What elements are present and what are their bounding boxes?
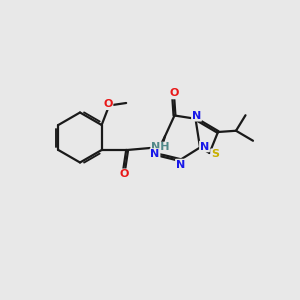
Text: S: S: [211, 149, 219, 159]
Text: O: O: [169, 88, 178, 98]
Text: N: N: [200, 142, 209, 152]
Text: N: N: [192, 111, 201, 121]
Text: NH: NH: [151, 142, 170, 152]
Text: O: O: [103, 99, 112, 109]
Text: N: N: [176, 160, 185, 170]
Text: O: O: [119, 169, 129, 179]
Text: N: N: [150, 149, 160, 159]
